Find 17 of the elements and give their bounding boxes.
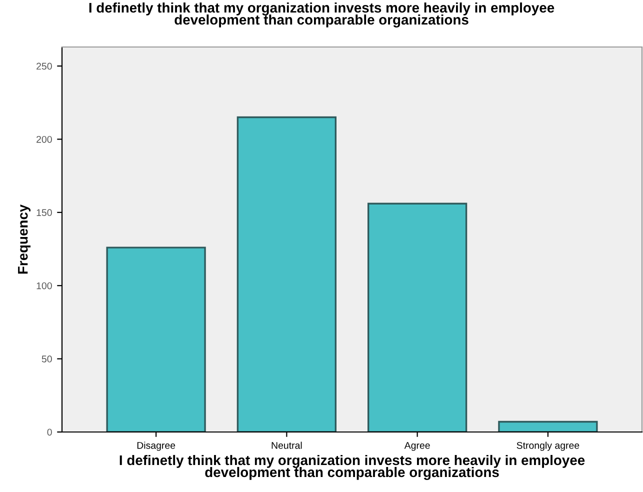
y-tick-label: 50 [42,356,52,362]
y-tick-label: 200 [36,136,52,143]
y-tick-label: 100 [36,282,52,290]
bar [498,420,598,432]
x-tick-label: Disagree [137,442,176,451]
x-tick-label: Strongly agree [516,442,580,451]
x-tick-label: Agree [404,442,430,451]
bar [106,246,206,432]
bar [367,202,468,432]
bar [236,116,337,432]
y-tick-label: 250 [36,62,52,70]
x-axis-title: I definetly think that my organization invests more heavily in employee development than comparable organizations [120,454,585,480]
chart-title: I definetly think that my organization invests more heavily in employee development than comparable organizations [89,2,554,28]
y-tick-label: 0 [47,428,52,436]
x-tick-label: Neutral [272,442,302,449]
y-axis-title: Frequency [18,204,31,274]
y-tick-label: 150 [36,209,52,216]
